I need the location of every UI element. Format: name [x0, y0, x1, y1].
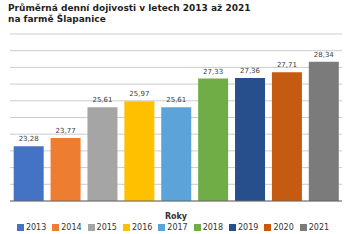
svg-text:25,61: 25,61: [166, 96, 186, 104]
html-text:2013: 2013: [25, 223, 47, 232]
svg-text:28,34: 28,34: [314, 51, 335, 59]
svg-text:27,33: 27,33: [203, 68, 223, 76]
svg-text:23,28: 23,28: [19, 135, 39, 143]
html-text:Průměrná denní dojivosti v let: Průměrná denní dojivosti v letech 2013 a…: [8, 3, 251, 24]
html-text:2020: 2020: [273, 223, 294, 232]
svg-text:27,36: 27,36: [240, 67, 261, 75]
html-text:2021: 2021: [308, 223, 330, 232]
html-text:2014: 2014: [61, 223, 82, 232]
html-text:2015: 2015: [96, 223, 117, 232]
html-text:2019: 2019: [238, 223, 259, 232]
html-text:2018: 2018: [202, 223, 223, 232]
svg-text:23,77: 23,77: [56, 127, 76, 135]
html-text:2017: 2017: [167, 223, 188, 232]
svg-text:25,61: 25,61: [92, 96, 112, 104]
svg-text:27,71: 27,71: [277, 61, 297, 69]
svg-text:Roky: Roky: [165, 212, 188, 221]
html-text:2016: 2016: [132, 223, 153, 232]
svg-text:25,97: 25,97: [129, 90, 149, 98]
